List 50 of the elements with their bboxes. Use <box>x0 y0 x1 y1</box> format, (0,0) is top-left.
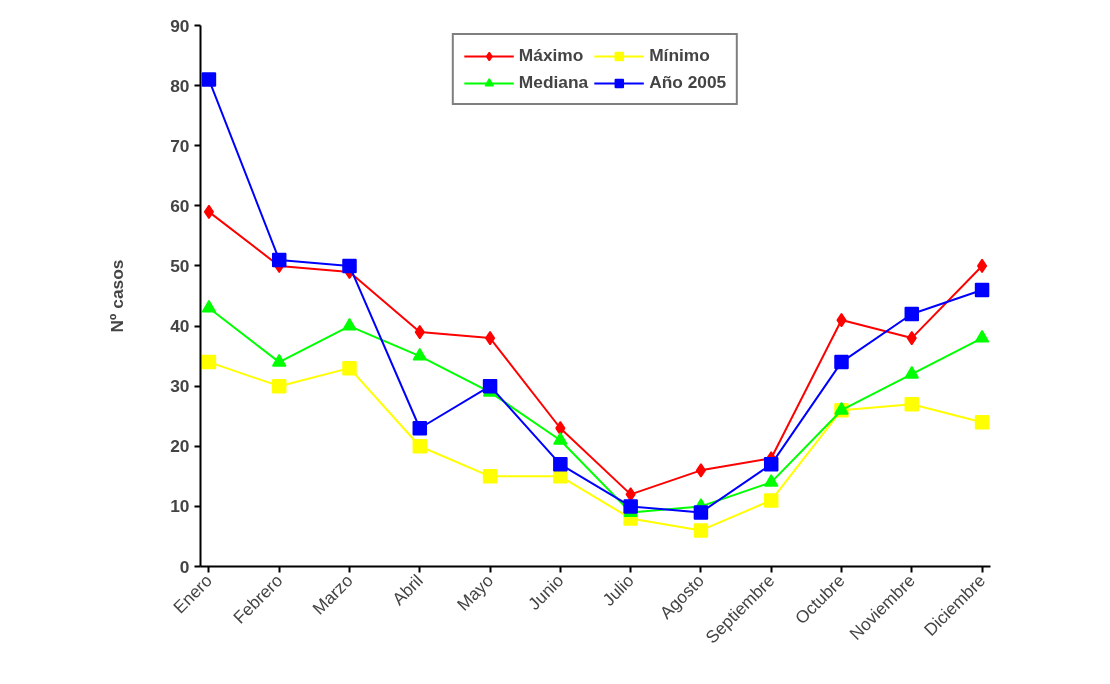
point <box>484 330 496 346</box>
y-tick-label: 80 <box>170 75 190 96</box>
point <box>623 499 638 514</box>
point <box>201 72 217 87</box>
legend-label: Año 2005 <box>649 72 727 93</box>
point <box>834 354 849 370</box>
y-tick-label: 10 <box>170 496 190 517</box>
point <box>904 396 920 412</box>
y-tick-label: 40 <box>170 316 190 337</box>
point <box>976 258 988 274</box>
point <box>553 457 568 472</box>
point <box>271 378 287 394</box>
legend-label: Máximo <box>518 45 584 66</box>
point <box>904 365 920 379</box>
point <box>763 493 779 508</box>
point <box>904 306 920 322</box>
point <box>482 378 498 394</box>
y-axis-title: Nº casos <box>107 259 128 333</box>
y-tick-label: 0 <box>179 556 190 577</box>
legend-label: Mínimo <box>649 45 710 66</box>
y-tick-label: 90 <box>170 15 190 36</box>
point <box>553 432 568 445</box>
y-tick-label: 30 <box>170 376 190 397</box>
point <box>412 420 428 436</box>
legend-label: Mediana <box>518 72 589 93</box>
y-tick-label: 20 <box>170 436 190 457</box>
point <box>695 463 707 478</box>
point <box>271 252 287 268</box>
point <box>763 474 779 487</box>
point <box>693 523 709 538</box>
point <box>271 353 287 367</box>
point <box>974 414 990 430</box>
point <box>342 360 357 376</box>
point <box>974 329 990 343</box>
y-tick-label: 70 <box>170 135 190 156</box>
point <box>412 347 428 361</box>
y-tick-label: 50 <box>170 255 190 276</box>
point <box>203 204 215 220</box>
point <box>342 317 357 331</box>
point <box>201 299 217 313</box>
point <box>342 258 357 274</box>
point <box>482 469 498 484</box>
point <box>693 505 709 520</box>
point <box>201 354 217 370</box>
y-tick-label: 60 <box>170 195 190 216</box>
point <box>763 457 779 472</box>
point <box>974 282 990 298</box>
x-tick-label: Julio <box>598 570 638 610</box>
point <box>625 487 636 502</box>
point <box>412 439 428 454</box>
